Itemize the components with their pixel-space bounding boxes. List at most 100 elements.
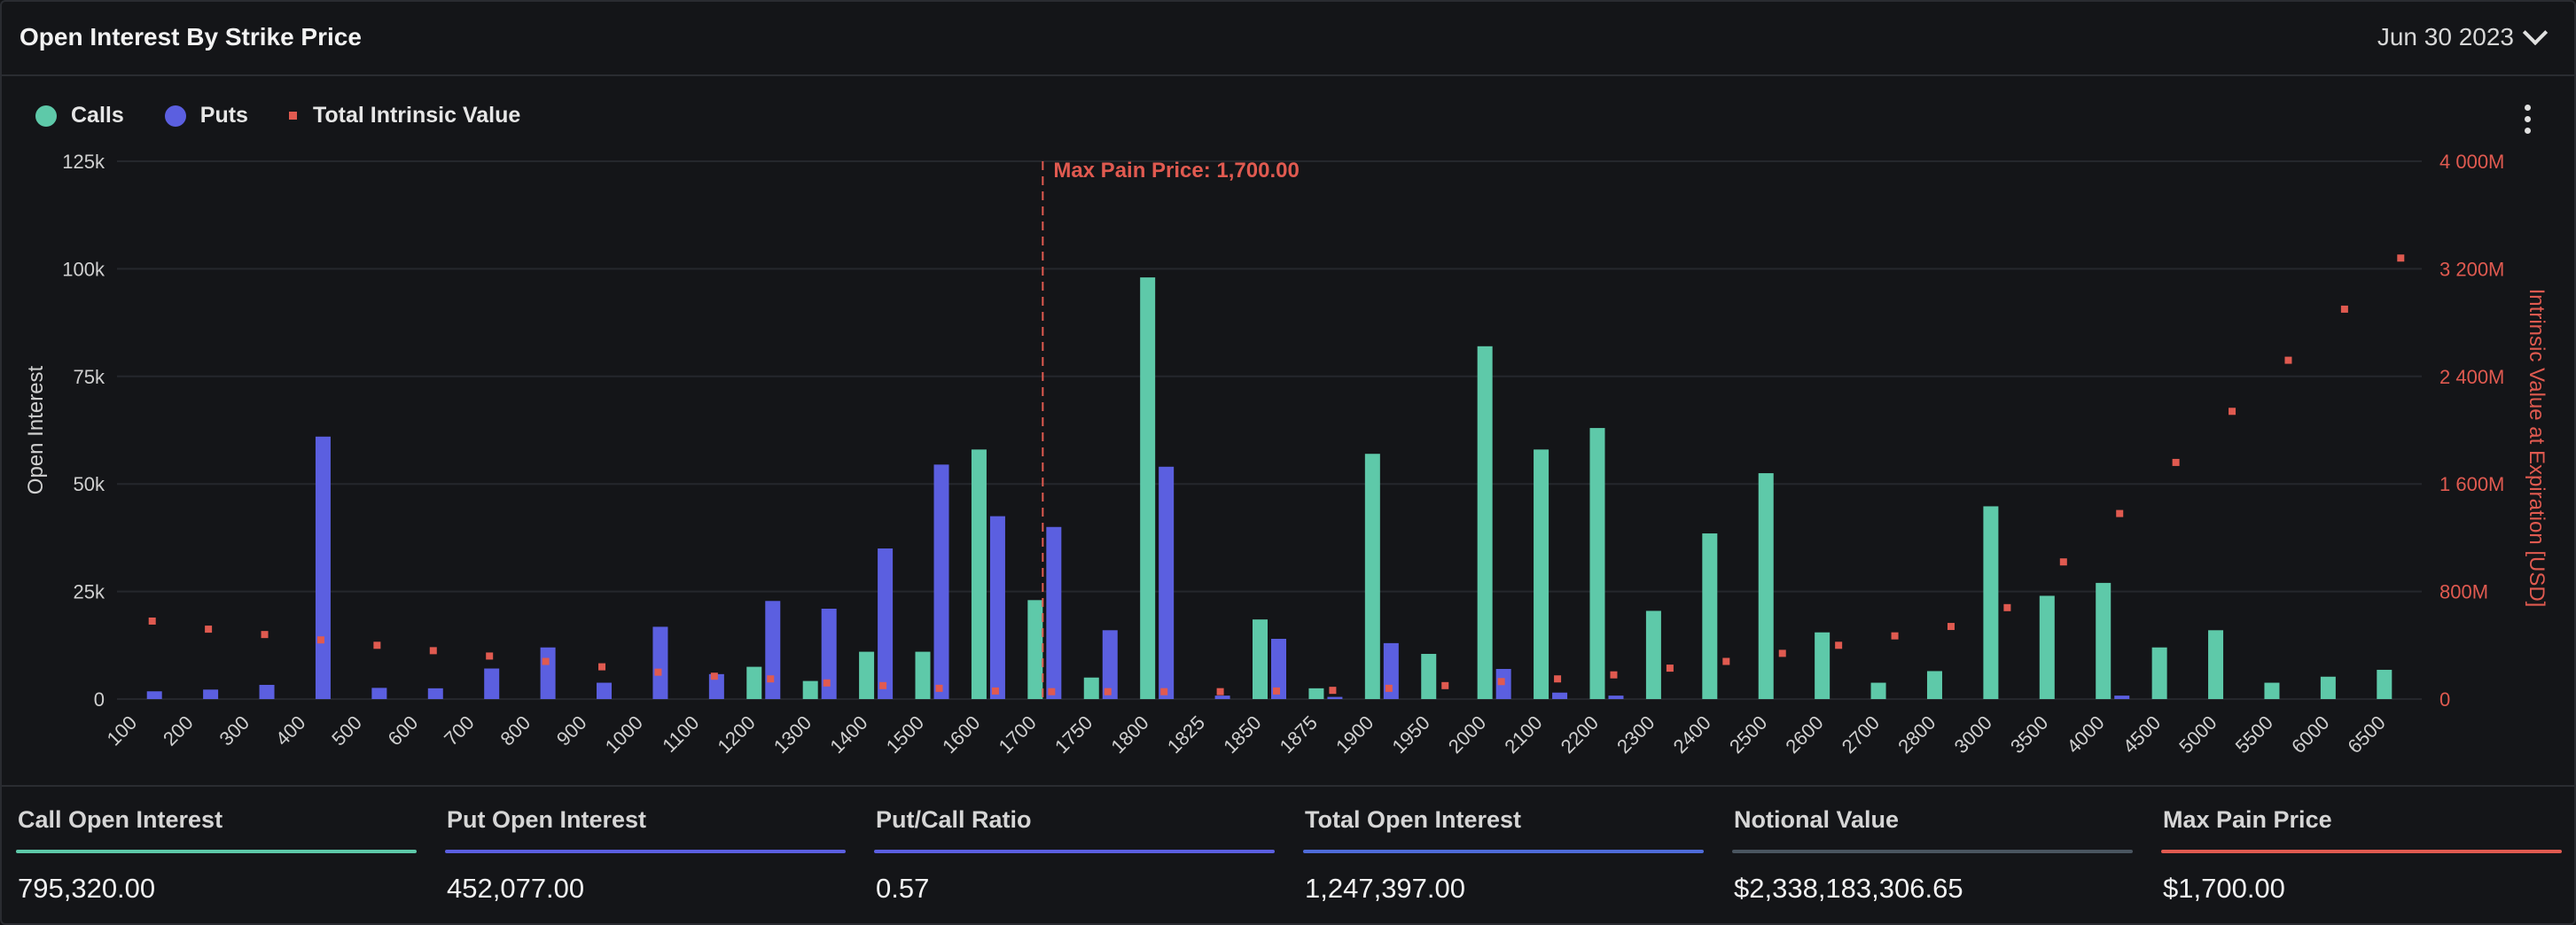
x-tick-label: 2200 [1557, 711, 1603, 758]
stat-notional-value: Notional Value $2,338,183,306.65 [1732, 806, 2133, 905]
intrinsic-point [1554, 675, 1562, 683]
legend-label-puts: Puts [199, 103, 248, 128]
put-bar [708, 673, 724, 699]
intrinsic-point [879, 681, 887, 689]
y-left-tick-label: 50k [74, 473, 105, 495]
put-bar [427, 688, 443, 699]
x-tick-label: 300 [215, 711, 254, 750]
intrinsic-point [261, 631, 269, 639]
more-options-icon[interactable] [2525, 105, 2533, 140]
intrinsic-swatch-icon [288, 112, 297, 120]
intrinsic-point [1385, 684, 1393, 692]
put-bar [484, 668, 500, 699]
stat-call-open-interest: Call Open Interest 795,320.00 [16, 806, 417, 905]
intrinsic-point [1891, 632, 1899, 640]
x-tick-label: 4500 [2119, 711, 2165, 758]
intrinsic-point [205, 626, 213, 634]
intrinsic-point [2003, 603, 2011, 611]
intrinsic-point [767, 675, 775, 683]
intrinsic-point [2172, 458, 2180, 466]
stat-underline [874, 850, 1275, 853]
put-bar [1046, 526, 1062, 699]
put-bar [597, 682, 613, 699]
stat-label: Total Open Interest [1305, 806, 1522, 833]
chart-legend: Calls Puts Total Intrinsic Value [35, 103, 561, 128]
max-pain-label: Max Pain Price: 1,700.00 [1053, 159, 1300, 183]
y-right-tick-label: 4 000M [2439, 151, 2504, 173]
call-bar [971, 449, 987, 699]
legend-item-intrinsic[interactable]: Total Intrinsic Value [288, 103, 520, 128]
stat-label: Notional Value [1734, 806, 1900, 833]
intrinsic-point [2340, 305, 2348, 313]
intrinsic-point [316, 636, 324, 644]
legend-item-calls[interactable]: Calls [35, 103, 124, 128]
put-bar [878, 548, 894, 699]
x-tick-label: 1850 [1219, 711, 1265, 758]
stat-max-pain-price: Max Pain Price $1,700.00 [2161, 806, 2562, 905]
x-tick-label: 1100 [658, 711, 703, 757]
put-bar [1102, 630, 1118, 699]
y-right-tick-label: 0 [2439, 688, 2450, 711]
put-bar [146, 691, 162, 699]
put-bar [1608, 696, 1624, 699]
call-bar [746, 666, 762, 699]
call-bar [1983, 506, 1999, 699]
y-right-tick-label: 800M [2439, 581, 2488, 603]
call-bar [859, 651, 875, 699]
x-tick-label: 2500 [1725, 711, 1771, 758]
stat-underline [445, 850, 846, 853]
intrinsic-point [1273, 687, 1280, 695]
intrinsic-point [1104, 688, 1112, 696]
x-tick-label: 5000 [2174, 711, 2221, 758]
x-tick-label: 500 [327, 711, 366, 750]
intrinsic-point [1160, 688, 1168, 696]
call-bar [2320, 676, 2336, 699]
call-bar [1589, 428, 1605, 699]
call-bar [802, 680, 818, 699]
x-tick-label: 1950 [1387, 711, 1433, 758]
put-bar [1552, 692, 1568, 699]
intrinsic-point [1666, 665, 1674, 672]
x-tick-label: 1000 [601, 711, 647, 758]
stat-put-call-ratio: Put/Call Ratio 0.57 [874, 806, 1275, 905]
stat-value: 1,247,397.00 [1305, 873, 1466, 904]
put-bar [315, 436, 331, 699]
call-bar [2208, 630, 2224, 699]
legend-item-puts[interactable]: Puts [164, 103, 248, 128]
legend-label-calls: Calls [71, 103, 124, 128]
x-tick-label: 2800 [1893, 711, 1940, 758]
call-bar [1534, 449, 1550, 699]
intrinsic-point [1497, 678, 1505, 686]
put-bar [652, 626, 668, 699]
call-bar [1645, 610, 1661, 699]
intrinsic-point [598, 663, 606, 671]
call-bar [2096, 582, 2112, 699]
stat-underline [1303, 850, 1704, 853]
y-left-tick-label: 75k [74, 366, 105, 388]
call-bar [915, 651, 931, 699]
x-tick-label: 2700 [1838, 711, 1884, 758]
expiry-date-select[interactable]: Jun 30 2023 [2377, 19, 2549, 51]
x-tick-label: 1300 [769, 711, 816, 758]
x-tick-label: 6500 [2344, 711, 2390, 758]
put-bar [821, 609, 837, 699]
intrinsic-point [2397, 254, 2405, 262]
expiry-date-label: Jun 30 2023 [2377, 23, 2514, 51]
intrinsic-point [1048, 688, 1056, 696]
y-left-tick-label: 25k [74, 581, 105, 603]
x-tick-label: 2600 [1781, 711, 1827, 758]
call-bar [1140, 277, 1156, 699]
call-bar [1253, 619, 1268, 699]
page-title: Open Interest By Strike Price [20, 23, 362, 51]
call-bar [2264, 682, 2280, 699]
call-bar [1815, 632, 1831, 699]
x-tick-label: 2400 [1669, 711, 1715, 758]
x-tick-label: 3000 [1950, 711, 1996, 758]
intrinsic-point [1722, 657, 1730, 665]
x-tick-label: 6000 [2287, 711, 2333, 758]
intrinsic-point [148, 617, 156, 625]
call-bar [1308, 688, 1324, 699]
stat-put-open-interest: Put Open Interest 452,077.00 [445, 806, 846, 905]
x-tick-label: 1875 [1276, 711, 1322, 758]
stat-value: 452,077.00 [447, 873, 585, 904]
